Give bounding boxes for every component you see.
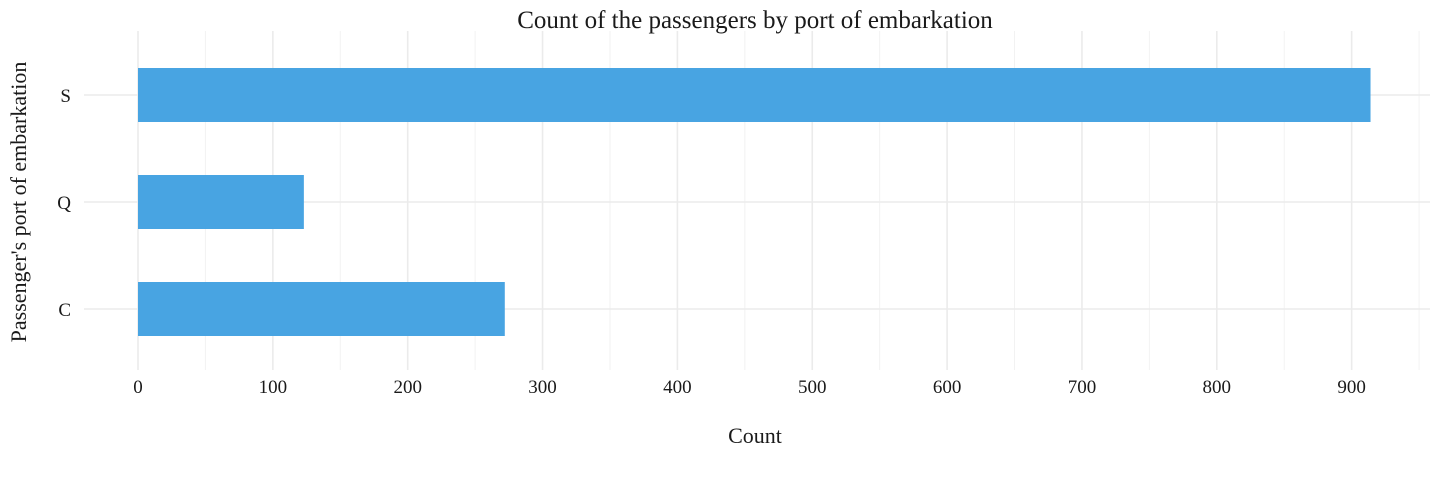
y-axis-ticks: C Q S <box>57 86 71 321</box>
x-tick-label-600: 600 <box>933 377 962 398</box>
x-tick-label-200: 200 <box>393 377 422 398</box>
y-tick-label-Q: Q <box>57 193 71 214</box>
y-axis-title: Passenger's port of embarkation <box>6 62 31 343</box>
x-axis-ticks: 0 100 200 300 400 500 600 700 800 900 <box>133 377 1366 398</box>
x-tick-label-400: 400 <box>663 377 692 398</box>
x-tick-label-700: 700 <box>1068 377 1097 398</box>
x-tick-label-800: 800 <box>1203 377 1232 398</box>
x-tick-label-100: 100 <box>259 377 288 398</box>
x-tick-label-300: 300 <box>528 377 557 398</box>
bar-Q <box>138 175 304 229</box>
bar-C <box>138 282 505 336</box>
x-axis-title: Count <box>728 423 782 448</box>
x-tick-label-0: 0 <box>133 377 143 398</box>
bar-S <box>138 68 1371 122</box>
x-tick-label-500: 500 <box>798 377 827 398</box>
x-tick-label-900: 900 <box>1337 377 1366 398</box>
chart-title: Count of the passengers by port of embar… <box>517 7 993 34</box>
y-tick-label-S: S <box>60 86 71 107</box>
y-tick-label-C: C <box>58 300 71 321</box>
bars <box>138 68 1371 336</box>
